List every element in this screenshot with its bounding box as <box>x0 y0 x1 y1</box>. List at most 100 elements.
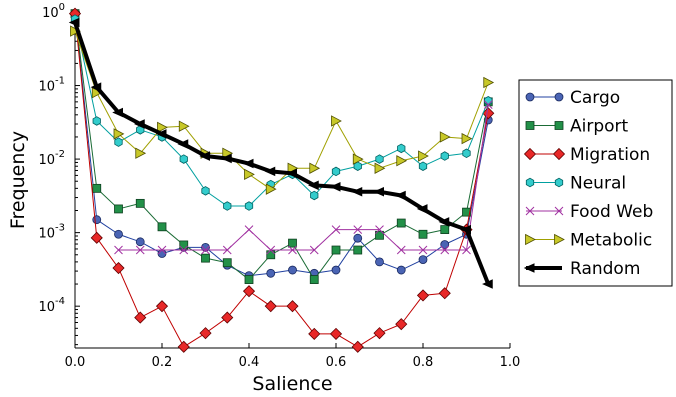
marker-shape <box>264 166 276 177</box>
marker-shape <box>375 257 384 267</box>
marker-shape <box>331 265 341 275</box>
data-point <box>351 340 364 353</box>
marker-shape <box>395 190 406 201</box>
marker-shape <box>375 225 384 234</box>
marker-shape <box>157 121 168 134</box>
marker-shape <box>157 245 167 255</box>
legend-label: Migration <box>570 145 650 165</box>
data-point <box>440 240 450 249</box>
y-tick-base: 10 <box>42 6 59 21</box>
marker-shape <box>331 115 342 127</box>
data-point <box>112 107 123 118</box>
series-airport <box>70 9 493 284</box>
y-tick-base: 10 <box>38 300 55 315</box>
data-point <box>418 255 428 264</box>
marker-shape <box>554 177 564 188</box>
marker-shape <box>308 327 321 340</box>
data-point <box>134 311 147 324</box>
data-point <box>395 190 406 201</box>
marker-shape <box>482 279 493 289</box>
marker-shape <box>157 222 167 232</box>
marker-shape <box>155 300 169 313</box>
y-tick-exponent: 0 <box>59 2 65 13</box>
data-point <box>266 245 276 255</box>
marker-shape <box>199 327 212 340</box>
marker-shape <box>309 275 319 284</box>
x-axis-title: Salience <box>252 373 332 395</box>
marker-shape <box>483 76 495 89</box>
marker-shape <box>418 161 428 171</box>
data-point <box>244 225 254 234</box>
y-tick-exponent: -4 <box>55 296 65 307</box>
marker-shape <box>112 107 123 118</box>
data-point <box>179 240 189 250</box>
data-point <box>68 17 80 28</box>
marker-shape <box>244 275 254 284</box>
data-point <box>90 231 103 244</box>
marker-shape <box>396 218 406 228</box>
marker-shape <box>177 139 189 149</box>
marker-shape <box>309 162 321 174</box>
data-point <box>135 245 145 255</box>
legend-marker <box>523 263 535 273</box>
data-point <box>418 245 428 255</box>
marker-shape <box>266 268 276 278</box>
legend-item: Migration <box>523 145 650 165</box>
marker-shape <box>114 137 123 147</box>
x-tick-label: 0.2 <box>152 355 173 370</box>
marker-shape <box>418 245 428 255</box>
data-point <box>396 265 406 275</box>
marker-shape <box>482 107 495 120</box>
marker-shape <box>439 131 451 143</box>
y-tick-label: 10-3 <box>38 223 65 242</box>
marker-shape <box>374 162 386 174</box>
data-point <box>396 245 406 255</box>
data-point <box>396 218 406 228</box>
data-point <box>440 245 450 255</box>
data-point <box>114 245 123 255</box>
legend-marker <box>554 233 565 246</box>
legend-label: Food Web <box>570 202 653 222</box>
data-point <box>221 153 232 164</box>
data-point <box>286 168 297 179</box>
marker-shape <box>221 153 232 164</box>
data-point <box>157 222 167 232</box>
y-tick-base: 10 <box>38 80 55 95</box>
marker-shape <box>135 198 145 208</box>
marker-shape <box>351 340 364 353</box>
series-cargo <box>70 9 493 281</box>
marker-shape <box>462 207 471 217</box>
data-point <box>201 186 210 196</box>
marker-shape <box>416 204 428 214</box>
data-point <box>462 207 471 217</box>
y-axis-title: Frequency <box>7 131 29 229</box>
x-tick-label: 1.0 <box>500 355 521 370</box>
data-point <box>266 268 276 278</box>
marker-shape <box>440 151 449 161</box>
marker-shape <box>266 250 276 260</box>
data-point <box>373 186 384 197</box>
marker-shape <box>375 154 384 164</box>
data-point <box>135 198 145 208</box>
legend-marker <box>525 206 535 216</box>
marker-shape <box>92 215 102 225</box>
marker-shape <box>484 96 493 106</box>
marker-shape <box>90 231 103 244</box>
legend-item: Airport <box>525 117 629 137</box>
data-point <box>179 245 189 255</box>
series-neural <box>70 14 493 211</box>
marker-shape <box>242 158 254 169</box>
marker-shape <box>525 177 535 188</box>
marker-shape <box>242 285 256 298</box>
data-point <box>90 82 102 92</box>
legend-item: Cargo <box>525 88 620 108</box>
data-point <box>418 150 429 162</box>
marker-shape <box>440 240 450 249</box>
marker-shape <box>309 245 319 255</box>
data-point <box>264 300 277 313</box>
marker-shape <box>418 229 428 239</box>
marker-shape <box>396 265 406 275</box>
marker-shape <box>554 121 564 130</box>
data-point <box>155 129 167 139</box>
marker-shape <box>288 238 297 248</box>
